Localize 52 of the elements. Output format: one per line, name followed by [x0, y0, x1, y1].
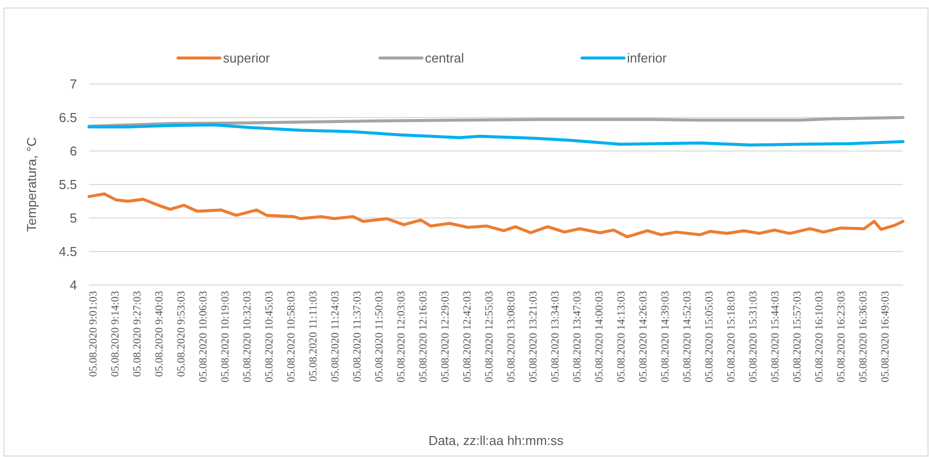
x-tick-label: 05.08.2020 11:24:03	[329, 290, 342, 382]
line-series	[88, 123, 904, 146]
x-tick-label: 05.08.2020 9:40:03	[153, 290, 166, 377]
y-tick-label: 6.5	[58, 110, 77, 126]
x-tick-label: 05.08.2020 12:29:03	[439, 290, 452, 382]
x-tick-label: 05.08.2020 16:36:03	[857, 290, 870, 382]
y-tick-label: 6	[70, 144, 77, 159]
x-tick-label: 05.08.2020 16:10:03	[813, 290, 826, 382]
x-tick-label: 05.08.2020 11:11:03	[307, 290, 320, 382]
x-tick-label: 05.08.2020 16:49:03	[879, 290, 892, 382]
legend-label: superior	[223, 50, 271, 66]
x-tick-label: 05.08.2020 13:08:03	[505, 290, 518, 382]
x-tick-label: 05.08.2020 9:53:03	[175, 290, 188, 377]
x-tick-label: 05.08.2020 9:27:03	[131, 290, 144, 377]
x-tick-label: 05.08.2020 15:31:03	[747, 290, 760, 382]
x-tick-label: 05.08.2020 14:39:03	[659, 290, 672, 382]
x-tick-label: 05.08.2020 10:32:03	[241, 290, 254, 382]
x-tick-label: 05.08.2020 10:19:03	[219, 290, 232, 382]
y-tick-label: 7	[70, 76, 77, 92]
x-tick-label: 05.08.2020 15:05:03	[703, 290, 716, 382]
x-tick-label: 05.08.2020 14:00:03	[593, 290, 606, 382]
line-series	[88, 192, 904, 238]
x-tick-label: 05.08.2020 13:47:03	[571, 290, 584, 382]
y-tick-label: 4	[70, 278, 77, 293]
x-tick-label: 05.08.2020 10:06:03	[197, 290, 210, 382]
legend-label: inferior	[627, 50, 668, 66]
x-tick-label: 05.08.2020 9:01:03	[87, 290, 100, 377]
x-tick-label: 05.08.2020 14:26:03	[637, 290, 650, 382]
x-tick-label: 05.08.2020 14:13:03	[615, 290, 628, 382]
x-tick-label: 05.08.2020 10:58:03	[285, 290, 298, 382]
x-tick-label: 05.08.2020 11:37:03	[351, 290, 364, 382]
y-tick-label: 4.5	[58, 244, 77, 260]
x-tick-label: 05.08.2020 10:45:03	[263, 290, 276, 382]
x-tick-label: 05.08.2020 15:57:03	[791, 290, 804, 382]
x-tick-label: 05.08.2020 12:03:03	[395, 290, 408, 382]
x-tick-label: 05.08.2020 9:14:03	[109, 290, 122, 377]
line-series	[88, 116, 904, 128]
x-tick-label: 05.08.2020 16:23:03	[835, 290, 848, 382]
legend-label: central	[425, 50, 464, 66]
x-tick-label: 05.08.2020 12:16:03	[417, 290, 430, 382]
x-tick-label: 05.08.2020 14:52:03	[681, 290, 694, 382]
x-tick-label: 05.08.2020 15:44:03	[769, 290, 782, 382]
x-axis-title: Data, zz:ll:aa hh:mm:ss	[428, 433, 564, 448]
y-tick-label: 5.5	[58, 177, 77, 192]
y-tick-label: 5	[70, 210, 77, 226]
x-tick-label: 05.08.2020 13:34:03	[549, 290, 562, 382]
y-axis-title: Temperatura, °C	[24, 137, 39, 232]
x-tick-label: 05.08.2020 12:55:03	[483, 290, 496, 382]
x-tick-label: 05.08.2020 15:18:03	[725, 290, 738, 382]
x-tick-label: 05.08.2020 13:21:03	[527, 290, 540, 382]
x-tick-label: 05.08.2020 11:50:03	[373, 290, 386, 382]
x-tick-label: 05.08.2020 12:42:03	[461, 290, 474, 382]
